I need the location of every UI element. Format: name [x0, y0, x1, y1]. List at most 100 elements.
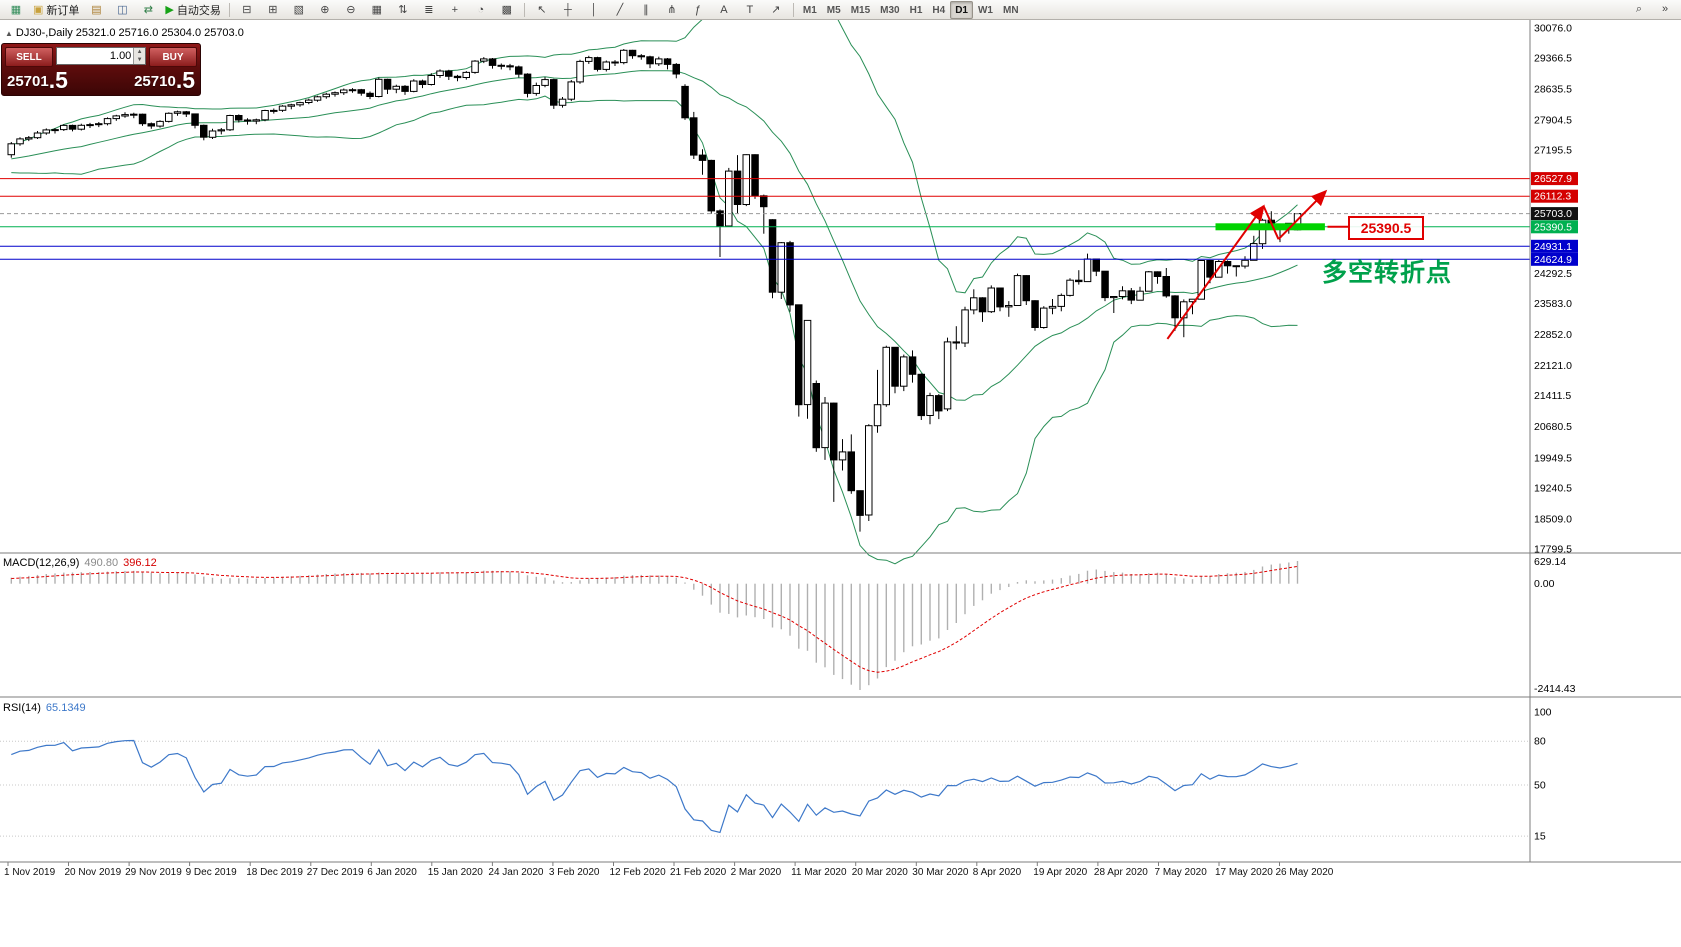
tile-horizontal-button[interactable]: ⊟	[234, 1, 260, 20]
macd-panel: 629.14 0.00 -2414.43	[10, 556, 1576, 695]
trendline-button[interactable]: ╱	[607, 1, 633, 20]
candle	[506, 65, 514, 68]
candle	[795, 304, 803, 406]
bar-chart-button[interactable]: ≣	[416, 1, 442, 20]
autotrading-button[interactable]: ▶ 自动交易	[161, 1, 224, 20]
zoom-in-button[interactable]: ⊕	[312, 1, 338, 20]
sell-button[interactable]: SELL	[5, 47, 53, 67]
tile-grid-button[interactable]: ▦	[364, 1, 390, 20]
candle	[926, 395, 934, 417]
sort-ascending-button[interactable]: ⇅	[390, 1, 416, 20]
timeframe-d1-button[interactable]: D1	[950, 1, 973, 20]
clock-button[interactable]: ◔	[468, 1, 494, 20]
volume-input[interactable]	[57, 48, 134, 64]
sell-price[interactable]: 25701.5	[7, 67, 68, 93]
data-window-button[interactable]: ◫	[109, 1, 135, 20]
candle	[130, 113, 138, 116]
navigator-button[interactable]: ⇄	[135, 1, 161, 20]
price-callout-label[interactable]: 25390.5	[1348, 216, 1424, 240]
timeframe-m15-button[interactable]: M15	[850, 4, 871, 16]
timeframe-m5-button[interactable]: M5	[826, 4, 841, 16]
candle	[987, 287, 995, 313]
timeframe-m1-button[interactable]: M1	[802, 4, 817, 16]
grid-button[interactable]: ▩	[494, 1, 520, 20]
channel-button[interactable]: ∥	[633, 1, 659, 20]
timeframe-mn-button[interactable]: MN	[1002, 4, 1019, 16]
chart-low: 25304.0	[161, 27, 202, 39]
candle	[418, 80, 427, 85]
timeframe-m30-button[interactable]: M30	[880, 4, 900, 16]
candle	[208, 130, 217, 138]
cascade-button[interactable]: ▧	[286, 1, 312, 20]
candle	[882, 346, 890, 406]
timeframe-w1-button[interactable]: W1	[977, 4, 993, 16]
buy-button[interactable]: BUY	[149, 47, 197, 67]
new-chart-button[interactable]: ▦	[3, 1, 29, 20]
candle	[637, 55, 645, 58]
pitchfork-button[interactable]: ⋔	[659, 1, 685, 20]
candle	[112, 115, 120, 120]
support-zone-bar[interactable]	[1215, 223, 1325, 231]
candle	[646, 56, 654, 65]
more-button[interactable]: »	[1652, 0, 1678, 19]
candle	[1153, 271, 1162, 278]
candle	[672, 63, 680, 75]
label-button[interactable]: T	[737, 1, 763, 20]
channel-icon: ∥	[643, 3, 649, 16]
price-chart[interactable]: 30076.0 29366.5 28635.5 27904.5 27195.5 24292…	[0, 20, 1681, 946]
buy-price[interactable]: 25710.5	[134, 69, 195, 92]
macd-main-value: 490.80	[84, 557, 119, 569]
candle	[943, 341, 952, 410]
vertical-line-button[interactable]: │	[581, 1, 607, 20]
text-icon: A	[720, 3, 728, 16]
volume-stepper: ▲ ▼	[56, 47, 146, 65]
candles-layer	[7, 49, 1302, 532]
search-button[interactable]: ⌕	[1626, 0, 1652, 19]
volume-down-icon[interactable]: ▼	[134, 56, 145, 64]
date-axis[interactable]: 1 Nov 2019 20 Nov 2019 29 Nov 2019 9 Dec 20…	[4, 862, 1334, 878]
cursor-button[interactable]: ↖	[529, 1, 555, 20]
macd-readout: MACD(12,26,9) 490.80 396.12	[3, 557, 157, 569]
candle	[550, 79, 558, 106]
volume-up-icon[interactable]: ▲	[134, 48, 145, 56]
arrows-button[interactable]: ↗	[763, 1, 789, 20]
svg-text:100: 100	[1534, 707, 1552, 719]
timeframe-h1-button[interactable]: H1	[909, 4, 923, 16]
trendline-icon: ╱	[616, 3, 624, 16]
svg-text:629.14: 629.14	[1534, 556, 1566, 568]
candle	[348, 89, 357, 92]
candle	[655, 58, 663, 65]
oneclick-collapse-icon[interactable]: ▲	[5, 29, 13, 38]
candle	[1083, 258, 1092, 283]
price-axis[interactable]: 30076.0 29366.5 28635.5 27904.5 27195.5 24292…	[1534, 23, 1572, 556]
sell-price-pips: .5	[48, 67, 68, 93]
timeframe-h4-button[interactable]: H4	[932, 4, 946, 16]
svg-text:24 Jan 2020: 24 Jan 2020	[488, 867, 543, 878]
fibonacci-button[interactable]: ƒ	[685, 1, 711, 20]
candle	[16, 138, 24, 145]
pivot-annotation-text: 多空转折点	[1322, 259, 1453, 287]
candle	[313, 96, 322, 101]
add-chart-button[interactable]: +	[442, 1, 468, 20]
svg-text:17 May 2020: 17 May 2020	[1215, 867, 1273, 878]
candle	[1136, 290, 1144, 301]
market-watch-button[interactable]: ▤	[83, 1, 109, 20]
crosshair-button[interactable]: ┼	[555, 1, 581, 20]
zoom-out-button[interactable]: ⊖	[338, 1, 364, 20]
candle	[1118, 290, 1127, 297]
candle	[200, 124, 208, 138]
candle	[1013, 275, 1022, 307]
tile-vertical-button[interactable]: ⊞	[260, 1, 286, 20]
crosshair-icon: ┼	[563, 3, 572, 16]
trend-arrows[interactable]	[1166, 189, 1349, 340]
candle	[725, 170, 733, 227]
candle	[103, 118, 112, 125]
candle	[1145, 271, 1153, 292]
candle	[165, 112, 173, 122]
text-button[interactable]: A	[711, 1, 737, 20]
candle	[138, 113, 147, 125]
fibonacci-icon: ƒ	[694, 3, 701, 16]
new-order-button[interactable]: ▣ 新订单	[29, 1, 83, 20]
market-watch-icon: ▤	[91, 3, 102, 16]
svg-text:50: 50	[1534, 780, 1546, 792]
